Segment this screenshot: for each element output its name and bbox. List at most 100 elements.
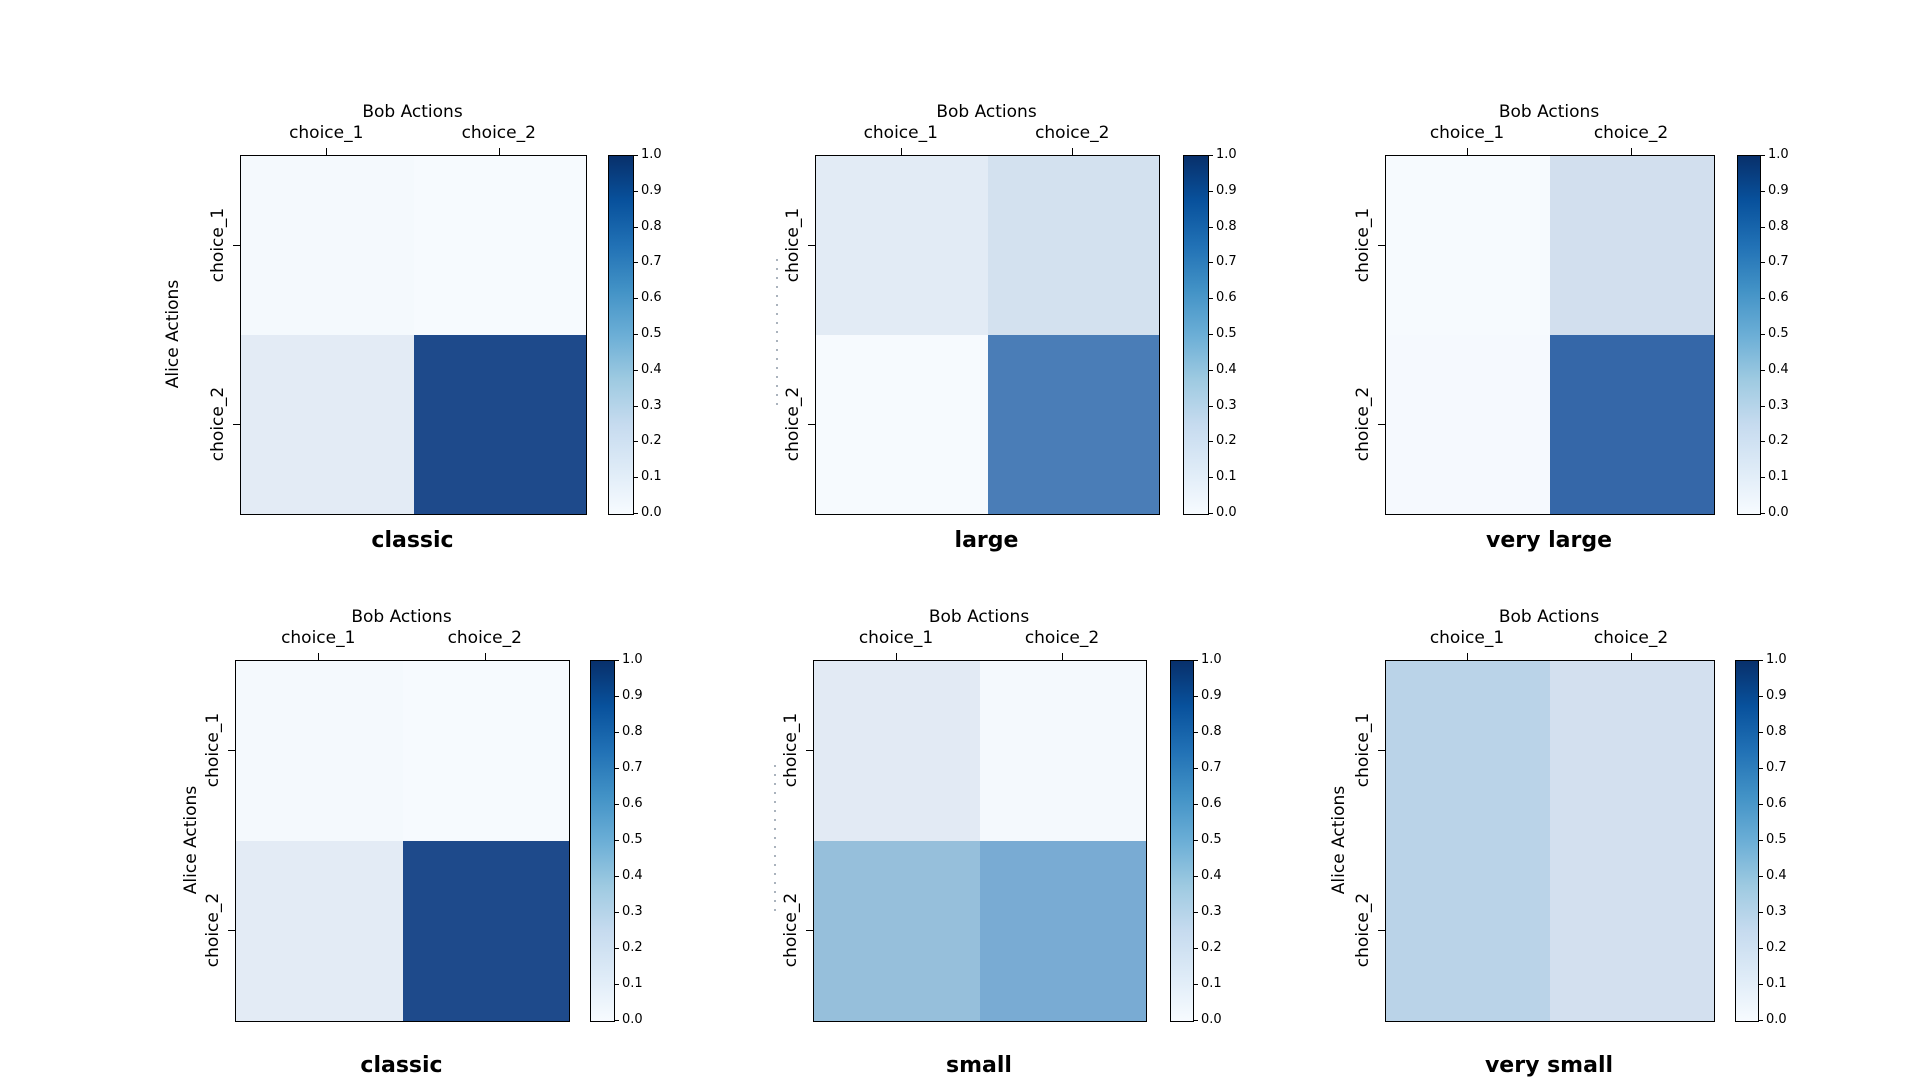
- colorbar-tick-label: 0.0: [1766, 1012, 1787, 1027]
- colorbar-tick-label: 0.2: [1768, 433, 1789, 448]
- panel-title-classic-0: classic: [371, 528, 454, 553]
- colorbar-tick-label: 0.6: [1766, 796, 1787, 811]
- colorbar-tick-mark: [633, 370, 638, 371]
- heatmap-cell-r1c2: [1550, 661, 1714, 841]
- colorbar-tick-label: 0.8: [1768, 219, 1789, 234]
- heatmap-cell-r1c1: [816, 156, 988, 335]
- colorbar-tick-mark: [633, 262, 638, 263]
- heatmap-cell-r2c1: [816, 335, 988, 514]
- y-axis-title: Alice Actions: [1329, 785, 1349, 895]
- x-tick-mark: [1072, 148, 1074, 155]
- colorbar-tick-mark: [614, 1020, 619, 1021]
- heatmap-small-4: [813, 660, 1147, 1022]
- colorbar-tick-label: 0.8: [1201, 724, 1222, 739]
- panel-title-large-1: large: [954, 528, 1019, 553]
- colorbar-tick-label: 0.7: [622, 760, 643, 775]
- heatmap-cell-r2c1: [236, 841, 403, 1021]
- y-axis-title-squeezed-artifact: [776, 259, 778, 409]
- colorbar-tick-mark: [1208, 477, 1213, 478]
- colorbar-tick-mark: [614, 804, 619, 805]
- x-tick-mark: [1467, 653, 1468, 660]
- colorbar-tick-mark: [1193, 948, 1198, 949]
- row-label-choice_1: choice_1: [1353, 712, 1373, 788]
- colorbar-tick-mark: [633, 441, 638, 442]
- colorbar-tick-label: 0.6: [1768, 290, 1789, 305]
- col-label-choice_2: choice_2: [1593, 123, 1669, 143]
- colorbar-tick-label: 0.3: [641, 398, 662, 413]
- colorbar-tick-label: 0.7: [1768, 254, 1789, 269]
- colorbar-tick-label: 0.7: [1201, 760, 1222, 775]
- colorbar-tick-label: 0.9: [1766, 688, 1787, 703]
- colorbar-tick-mark: [614, 768, 619, 769]
- heatmap-cell-r2c2: [987, 335, 1159, 514]
- colorbar-tick-label: 0.1: [1768, 469, 1789, 484]
- heatmap-cell-r1c2: [980, 661, 1146, 841]
- colorbar-tick-label: 1.0: [622, 652, 643, 667]
- colorbar-tick-mark: [1758, 804, 1763, 805]
- x-axis-title: Bob Actions: [1498, 607, 1600, 627]
- colorbar-tick-label: 0.3: [1766, 904, 1787, 919]
- y-tick-mark: [228, 750, 235, 751]
- colorbar-tick-label: 0.8: [1766, 724, 1787, 739]
- colorbar-tick-label: 0.6: [641, 290, 662, 305]
- colorbar: [1170, 660, 1194, 1022]
- y-axis-title: Alice Actions: [163, 279, 183, 389]
- colorbar-tick-mark: [1758, 984, 1763, 985]
- colorbar-tick-mark: [1758, 732, 1763, 733]
- colorbar-tick-label: 0.5: [1768, 326, 1789, 341]
- colorbar-tick-mark: [1760, 298, 1765, 299]
- heatmap-cell-r2c1: [1386, 841, 1550, 1021]
- colorbar-tick-mark: [1760, 227, 1765, 228]
- y-tick-mark: [1378, 244, 1385, 246]
- colorbar-tick-label: 0.4: [622, 868, 643, 883]
- colorbar-tick-mark: [1208, 227, 1213, 228]
- heatmap-classic-0: [240, 155, 587, 515]
- colorbar-tick-label: 0.5: [622, 832, 643, 847]
- colorbar-tick-mark: [614, 948, 619, 949]
- y-tick-mark: [806, 750, 813, 751]
- row-label-choice_2: choice_2: [208, 386, 228, 461]
- colorbar-tick-label: 0.1: [641, 469, 662, 484]
- colorbar-tick-label: 0.0: [1768, 505, 1789, 520]
- x-tick-mark: [1467, 148, 1468, 155]
- colorbar-tick-label: 0.4: [1216, 362, 1237, 377]
- col-label-choice_2: choice_2: [1593, 628, 1669, 648]
- colorbar: [590, 660, 615, 1022]
- panel-title-classic-3: classic: [360, 1053, 443, 1078]
- colorbar-tick-mark: [1758, 876, 1763, 877]
- y-tick-mark: [228, 930, 235, 931]
- colorbar-tick-label: 0.7: [641, 254, 662, 269]
- heatmap-cell-r1c1: [814, 661, 980, 841]
- colorbar-tick-label: 0.5: [1201, 832, 1222, 847]
- col-label-choice_1: choice_1: [858, 628, 934, 648]
- heatmap-cell-r2c2: [402, 841, 569, 1021]
- col-label-choice_1: choice_1: [863, 123, 938, 143]
- colorbar-tick-mark: [614, 840, 619, 841]
- colorbar-tick-label: 0.1: [622, 976, 643, 991]
- colorbar-tick-label: 1.0: [1768, 147, 1789, 162]
- colorbar-tick-label: 0.0: [1216, 505, 1237, 520]
- x-axis-title: Bob Actions: [362, 102, 463, 122]
- y-tick-mark: [233, 423, 240, 425]
- colorbar-tick-mark: [1760, 477, 1765, 478]
- colorbar-tick-label: 0.1: [1201, 976, 1222, 991]
- colorbar-tick-mark: [1208, 298, 1213, 299]
- x-tick-mark: [498, 148, 500, 155]
- colorbar-tick-label: 1.0: [1201, 652, 1222, 667]
- colorbar-tick-label: 0.6: [1201, 796, 1222, 811]
- col-label-choice_2: choice_2: [1024, 628, 1100, 648]
- colorbar-tick-label: 1.0: [1216, 147, 1237, 162]
- colorbar-tick-mark: [1208, 334, 1213, 335]
- y-tick-mark: [806, 930, 813, 931]
- y-tick-mark: [233, 244, 240, 246]
- colorbar-tick-label: 0.0: [622, 1012, 643, 1027]
- colorbar-tick-label: 0.4: [1768, 362, 1789, 377]
- y-axis-title: Alice Actions: [181, 785, 201, 895]
- col-label-choice_1: choice_1: [1429, 123, 1505, 143]
- colorbar-tick-mark: [1760, 406, 1765, 407]
- heatmap-cell-r1c1: [1386, 661, 1550, 841]
- colorbar-tick-mark: [1760, 155, 1765, 156]
- colorbar-tick-mark: [1193, 984, 1198, 985]
- colorbar-tick-mark: [633, 227, 638, 228]
